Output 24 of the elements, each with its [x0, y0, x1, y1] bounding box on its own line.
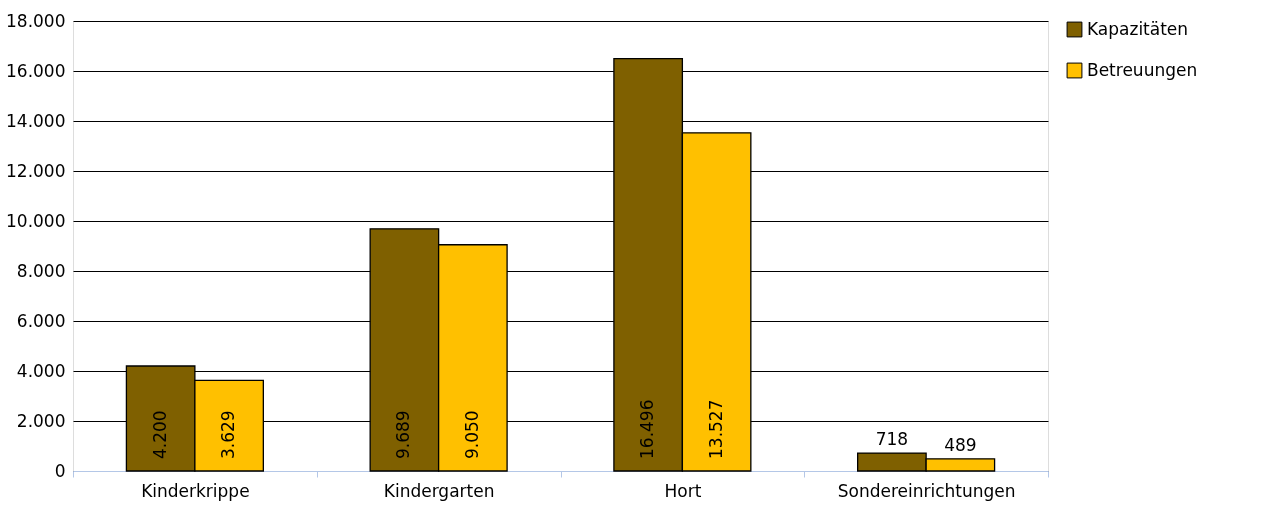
x-tick-label: Sondereinrichtungen	[837, 480, 1016, 501]
y-tick-label: 2.000	[16, 410, 66, 431]
legend-label: Betreuungen	[1087, 59, 1198, 80]
x-tick-label: Kinderkrippe	[141, 480, 250, 501]
x-tick-label: Hort	[664, 480, 702, 501]
y-tick-label: 18.000	[6, 10, 66, 31]
data-label: 9.050	[461, 410, 482, 459]
y-tick-label: 14.000	[6, 110, 66, 131]
data-label: 3.629	[218, 410, 239, 459]
y-tick-label: 12.000	[6, 160, 66, 181]
data-label: 9.689	[393, 410, 414, 459]
data-label: 4.200	[149, 410, 170, 459]
y-tick-label: 8.000	[16, 260, 66, 281]
data-label: 16.496	[637, 399, 658, 459]
y-tick-label: 6.000	[16, 310, 66, 331]
data-label: 718	[875, 429, 909, 450]
y-tick-label: 16.000	[6, 60, 66, 81]
y-tick-label: 0	[54, 460, 66, 481]
y-tick-label: 4.000	[16, 360, 66, 381]
data-label: 489	[944, 434, 977, 455]
legend-label: Kapazitäten	[1087, 18, 1189, 39]
data-label: 13.527	[705, 399, 726, 459]
y-tick-label: 10.000	[6, 210, 66, 231]
x-tick-label: Kindergarten	[383, 480, 495, 501]
